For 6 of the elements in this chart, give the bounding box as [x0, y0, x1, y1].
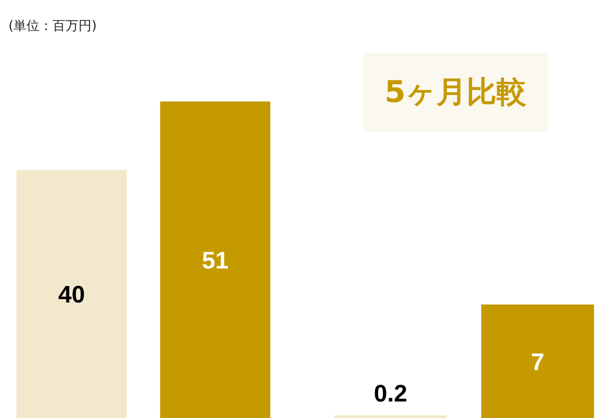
text: (単位：百万円) [8, 19, 97, 34]
data-label: 0.2 [374, 380, 408, 408]
text: 5ヶ月比較 [384, 75, 526, 110]
data-label: 7 [530, 349, 544, 376]
data-label: 40 [58, 282, 85, 309]
data-label: 51 [202, 248, 229, 274]
